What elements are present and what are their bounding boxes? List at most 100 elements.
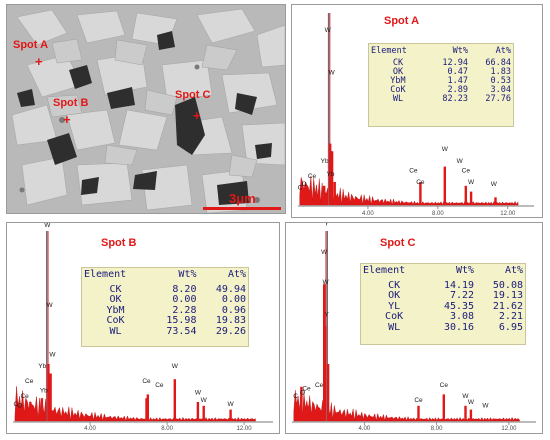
spot-c-marker: +	[193, 108, 201, 123]
spectrum-peak	[295, 402, 299, 421]
spectrum-peak	[146, 394, 149, 421]
peak-label: W	[201, 397, 208, 404]
x-tick-label: 8.00	[161, 426, 173, 432]
spectrum-peak	[330, 151, 334, 205]
header-at: At%	[495, 46, 511, 56]
cell-at: 0.53	[490, 75, 511, 86]
spectrum-peak	[29, 402, 32, 421]
sem-micrograph: Spot A + Spot B + Spot C + 3μm	[6, 4, 286, 214]
spectrum-peak	[469, 191, 473, 205]
cell-wt: 3.08	[449, 311, 475, 322]
header-element: Element	[371, 46, 407, 56]
peak-label: Ce	[440, 382, 449, 389]
spectrum-peak	[329, 143, 332, 205]
spectrum-peak	[202, 405, 205, 421]
peak-label: W	[325, 27, 332, 34]
peak-label: O	[300, 389, 305, 396]
sem-texture	[7, 5, 285, 213]
cell-wt: 73.54	[166, 325, 197, 337]
cell-wt: 2.28	[172, 304, 197, 316]
cell-element: OK	[109, 294, 122, 305]
cell-wt: 15.98	[166, 315, 197, 326]
cell-at: 50.08	[492, 279, 523, 291]
peak-label: W	[457, 158, 464, 165]
x-tick-label: 4.00	[362, 211, 374, 217]
cell-wt: 1.47	[447, 75, 468, 86]
spectrum-peak	[17, 407, 20, 421]
cell-at: 3.04	[490, 84, 511, 95]
spectrum-peak	[443, 166, 446, 205]
spectrum-peak	[312, 193, 315, 205]
peak-label: W	[195, 389, 202, 396]
cell-element: YbM	[390, 75, 406, 86]
spectrum-peak	[301, 189, 305, 205]
peak-label: O	[17, 403, 22, 410]
header-at: At%	[227, 269, 246, 280]
peak-label: C	[293, 393, 298, 400]
panel-title: Spot B	[101, 237, 137, 249]
cell-at: 1.83	[490, 66, 511, 77]
peak-label: Ce	[155, 382, 164, 389]
peak-label: W	[462, 393, 469, 400]
header-at: At%	[504, 265, 523, 276]
peak-label: Y	[325, 312, 330, 319]
peak-label: Ce	[142, 378, 151, 385]
x-tick-label: 4.00	[358, 426, 370, 432]
spectrum-peak	[324, 326, 327, 421]
peak-label: Ce	[315, 382, 324, 389]
spectrum-peak	[464, 185, 467, 205]
spectrum-peak	[300, 386, 303, 421]
cell-wt: 0.47	[447, 66, 468, 77]
spectrum-panel-spot-b: Spot B Element Wt% At% CK 8.20 49.94 OK 0.00 0…	[6, 222, 280, 434]
header-element: Element	[363, 265, 406, 276]
cell-element: WL	[109, 325, 122, 337]
peak-label: C	[298, 185, 303, 192]
cell-element: CoK	[106, 315, 125, 326]
peak-label: Ce	[414, 397, 423, 404]
cell-wt: 82.23	[442, 93, 468, 104]
peak-label: W	[482, 403, 489, 410]
peak-label: O	[302, 181, 307, 188]
spot-b-label: Spot B	[53, 97, 89, 109]
spot-a-label: Spot A	[13, 39, 49, 51]
spectrum-peak	[229, 409, 232, 421]
scale-bar	[203, 207, 281, 210]
cell-wt: 2.89	[447, 84, 468, 95]
spectrum-panel-spot-c: Spot C Element Wt% At% CK 14.19 50.08 OK 7.22…	[285, 222, 543, 434]
peak-label: W	[468, 179, 475, 186]
peak-label: W	[44, 223, 51, 229]
cell-wt: 30.16	[443, 321, 475, 333]
spectrum-peak	[47, 364, 50, 421]
panel-title: Spot A	[384, 15, 420, 27]
cell-at: 2.21	[498, 311, 523, 322]
peak-label: W	[228, 401, 235, 408]
spectrum-peak	[305, 197, 309, 205]
spot-a-marker: +	[35, 54, 43, 69]
cell-element: CK	[388, 279, 401, 291]
spot-c-label: Spot C	[175, 89, 211, 101]
cell-element: OK	[392, 66, 404, 77]
spectrum-peak	[307, 405, 310, 421]
peak-label: Ce	[302, 386, 311, 393]
peak-label: W	[323, 279, 330, 286]
cell-element: OK	[388, 290, 401, 301]
cell-element: WL	[392, 93, 404, 104]
peak-label: Ce	[462, 167, 471, 174]
peak-label: Ce	[416, 179, 425, 186]
composition-table: Element Wt% At% CK 8.20 49.94 OK 0.00 0.00 YbM…	[81, 267, 249, 347]
cell-at: 19.13	[492, 290, 523, 301]
peak-label: W	[47, 302, 54, 309]
scale-bar-label: 3μm	[229, 191, 256, 206]
cell-element: YbM	[106, 304, 125, 316]
spectrum-peak	[196, 402, 200, 421]
spectrum-peak	[333, 182, 336, 205]
cell-wt: 45.35	[443, 300, 475, 312]
peak-label: Ce	[308, 173, 317, 180]
cell-element: CoK	[385, 311, 404, 322]
cell-at: 0.96	[221, 304, 246, 316]
peak-label: W	[321, 249, 328, 256]
spectrum-peak	[326, 364, 330, 421]
